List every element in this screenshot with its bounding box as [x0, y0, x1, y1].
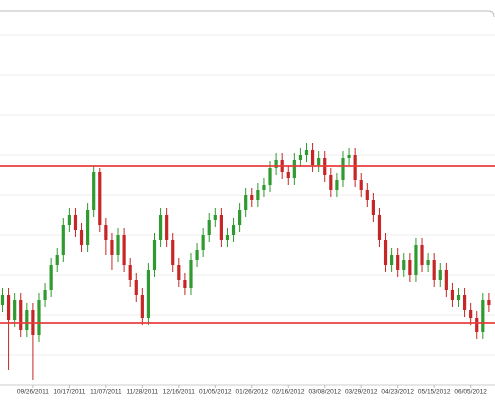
- candle-body: [98, 172, 102, 225]
- candle-body: [122, 235, 126, 265]
- candle-body: [377, 215, 382, 240]
- candle-body: [402, 260, 406, 270]
- candle-body: [420, 245, 424, 265]
- candle-body: [19, 300, 23, 330]
- candle-body: [298, 155, 303, 160]
- candle-body: [152, 240, 157, 270]
- candle-body: [73, 215, 78, 230]
- candle-body: [201, 235, 205, 250]
- candle-body: [317, 158, 321, 165]
- candle-body: [335, 180, 339, 190]
- candle-body: [438, 270, 442, 280]
- candle-body: [456, 295, 461, 300]
- candle-body: [86, 210, 90, 245]
- candle-body: [359, 180, 363, 190]
- candle-body: [158, 215, 163, 240]
- candle-body: [61, 225, 65, 255]
- candle-body: [383, 240, 388, 265]
- panel-border: [0, 10, 495, 18]
- candle-body: [341, 158, 345, 180]
- candle-body: [444, 270, 448, 290]
- candle-body: [55, 255, 59, 265]
- candle-body: [304, 150, 309, 155]
- candle-body: [79, 230, 84, 245]
- x-tick-label: 09/26/2011: [17, 389, 49, 396]
- candle-body: [189, 260, 193, 288]
- candle-body: [365, 190, 369, 200]
- candle-body: [195, 250, 199, 260]
- candle-body: [274, 160, 278, 168]
- candle-body: [432, 260, 436, 280]
- candle-body: [104, 225, 108, 240]
- candle-body: [92, 172, 96, 210]
- candle-body: [390, 255, 394, 265]
- x-tick-label: 01/26/2012: [236, 389, 269, 396]
- candle-body: [207, 220, 211, 235]
- candle-body: [268, 168, 272, 185]
- candle-body: [231, 225, 236, 235]
- candle-body: [414, 245, 418, 275]
- candle-body: [13, 300, 17, 320]
- candle-body: [128, 265, 132, 280]
- x-tick-label: 05/15/2012: [418, 389, 451, 396]
- candle-body: [310, 150, 315, 165]
- candle-body: [408, 260, 412, 275]
- candle-body: [67, 215, 71, 225]
- candle-body: [116, 235, 120, 255]
- candle-body: [371, 200, 375, 215]
- x-tick-label: 02/16/2012: [272, 389, 305, 396]
- candle-body: [6, 295, 11, 320]
- x-tick-label: 11/07/2011: [90, 389, 122, 396]
- candle-body: [396, 255, 400, 270]
- candle-body: [487, 300, 491, 305]
- candle-body: [171, 240, 175, 265]
- candle-body: [347, 155, 351, 158]
- x-tick-label: 03/29/2012: [345, 389, 378, 396]
- candle-body: [140, 295, 144, 318]
- candle-body: [469, 310, 473, 318]
- candle-body: [25, 310, 29, 330]
- candle-body: [292, 160, 296, 178]
- candle-body: [286, 172, 290, 178]
- candle-body: [146, 270, 151, 318]
- candle-body: [353, 155, 357, 180]
- candle-body: [262, 185, 266, 190]
- candle-body: [165, 215, 169, 240]
- candle-body: [329, 175, 333, 190]
- candle-body: [481, 300, 485, 332]
- candle-body: [0, 295, 5, 305]
- candle-body: [110, 240, 114, 255]
- candle-body: [238, 210, 242, 225]
- candle-body: [426, 260, 430, 265]
- x-tick-label: 04/23/2012: [381, 389, 414, 396]
- candle-body: [37, 300, 41, 335]
- x-tick-label: 06/05/2012: [454, 389, 487, 396]
- candle-body: [475, 318, 479, 332]
- x-tick-label: 10/17/2011: [53, 389, 85, 396]
- x-tick-label: 12/16/2011: [163, 389, 195, 396]
- x-tick-label: 11/28/2011: [127, 389, 159, 396]
- candle-body: [219, 215, 223, 240]
- candle-body: [250, 195, 254, 200]
- candle-body: [43, 290, 47, 300]
- candle-body: [134, 280, 138, 295]
- candle-body: [213, 215, 217, 220]
- candle-body: [225, 235, 230, 240]
- candle-body: [244, 195, 248, 210]
- x-tick-label: 01/05/2012: [199, 389, 232, 396]
- candle-body: [49, 265, 53, 290]
- candle-body: [450, 290, 455, 300]
- candle-body: [177, 265, 181, 280]
- candle-body: [462, 295, 467, 310]
- candle-body: [256, 190, 260, 200]
- candle-body: [183, 280, 187, 288]
- x-tick-label: 03/08/2012: [308, 389, 341, 396]
